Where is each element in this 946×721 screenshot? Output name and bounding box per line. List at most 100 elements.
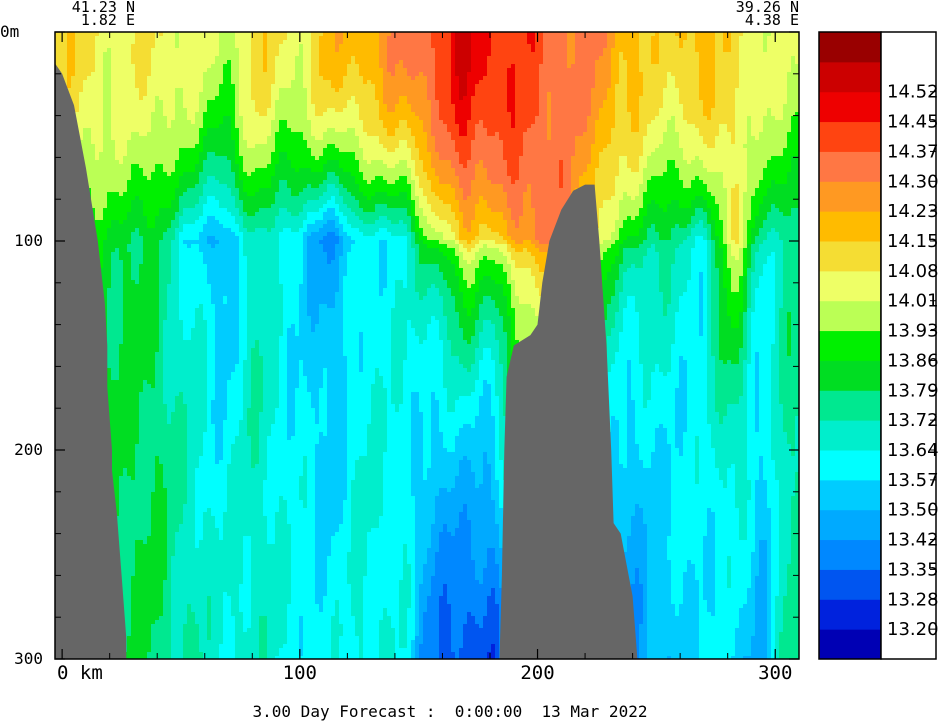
temperature-cell <box>591 100 596 105</box>
temperature-cell <box>431 72 436 77</box>
temperature-cell <box>707 44 712 49</box>
temperature-cell <box>451 48 456 53</box>
temperature-cell <box>159 100 164 105</box>
temperature-cell <box>595 68 600 73</box>
temperature-cell <box>539 96 544 101</box>
temperature-cell <box>339 100 344 105</box>
temperature-cell <box>271 124 276 129</box>
temperature-cell <box>631 108 636 113</box>
temperature-cell <box>767 112 772 117</box>
temperature-cell <box>435 64 440 69</box>
temperature-cell <box>727 92 732 97</box>
temperature-cell <box>523 104 528 109</box>
temperature-cell <box>87 96 92 101</box>
temperature-cell <box>739 132 744 137</box>
temperature-cell <box>491 60 496 65</box>
temperature-cell <box>195 40 200 45</box>
temperature-cell <box>775 48 780 53</box>
temperature-cell <box>103 104 108 109</box>
temperature-cell <box>671 56 676 61</box>
temperature-cell <box>227 116 232 121</box>
temperature-cell <box>779 92 784 97</box>
temperature-cell <box>431 68 436 73</box>
temperature-cell <box>123 48 128 53</box>
temperature-cell <box>463 132 468 137</box>
temperature-cell <box>475 132 480 137</box>
temperature-cell <box>235 136 240 141</box>
temperature-cell <box>363 132 368 137</box>
temperature-cell <box>247 112 252 117</box>
temperature-cell <box>659 124 664 129</box>
temperature-cell <box>223 68 228 73</box>
temperature-cell <box>59 52 64 57</box>
temperature-cell <box>107 128 112 133</box>
temperature-cell <box>95 128 100 133</box>
temperature-cell <box>239 120 244 125</box>
temperature-cell <box>243 104 248 109</box>
temperature-cell <box>375 124 380 129</box>
temperature-cell <box>711 96 716 101</box>
temperature-cell <box>555 88 560 93</box>
temperature-cell <box>427 120 432 125</box>
temperature-cell <box>259 32 264 37</box>
temperature-cell <box>419 128 424 133</box>
temperature-cell <box>303 116 308 121</box>
temperature-cell <box>555 128 560 133</box>
temperature-cell <box>787 104 792 109</box>
temperature-cell <box>187 48 192 53</box>
temperature-cell <box>791 96 796 101</box>
temperature-cell <box>191 88 196 93</box>
temperature-cell <box>371 64 376 69</box>
temperature-cell <box>263 112 268 117</box>
temperature-cell <box>471 108 476 113</box>
temperature-cell <box>347 112 352 117</box>
temperature-cell <box>315 112 320 117</box>
temperature-cell <box>675 120 680 125</box>
temperature-cell <box>639 116 644 121</box>
temperature-cell <box>547 124 552 129</box>
temperature-cell <box>247 56 252 61</box>
temperature-cell <box>159 56 164 61</box>
temperature-cell <box>627 100 632 105</box>
temperature-cell <box>379 124 384 129</box>
temperature-cell <box>207 80 212 85</box>
temperature-cell <box>355 124 360 129</box>
temperature-cell <box>491 124 496 129</box>
temperature-cell <box>111 120 116 125</box>
temperature-cell <box>619 48 624 53</box>
temperature-cell <box>419 104 424 109</box>
temperature-cell <box>403 116 408 121</box>
temperature-cell <box>475 32 480 37</box>
temperature-cell <box>363 32 368 37</box>
temperature-cell <box>351 96 356 101</box>
temperature-cell <box>387 68 392 73</box>
temperature-cell <box>539 80 544 85</box>
temperature-cell <box>479 132 484 137</box>
temperature-cell <box>503 44 508 49</box>
temperature-cell <box>635 128 640 133</box>
temperature-cell <box>223 100 228 105</box>
temperature-cell <box>623 36 628 41</box>
temperature-cell <box>455 136 460 141</box>
temperature-cell <box>415 128 420 133</box>
temperature-cell <box>379 40 384 45</box>
temperature-cell <box>579 128 584 133</box>
temperature-cell <box>527 80 532 85</box>
temperature-cell <box>479 56 484 61</box>
temperature-cell <box>99 100 104 105</box>
temperature-cell <box>327 48 332 53</box>
temperature-cell <box>587 72 592 77</box>
temperature-cell <box>107 104 112 109</box>
temperature-cell <box>507 136 512 141</box>
temperature-cell <box>307 76 312 81</box>
temperature-cell <box>619 128 624 133</box>
temperature-cell <box>299 32 304 37</box>
temperature-cell <box>787 76 792 81</box>
temperature-cell <box>127 80 132 85</box>
temperature-cell <box>743 80 748 85</box>
temperature-cell <box>759 76 764 81</box>
temperature-cell <box>471 92 476 97</box>
temperature-cell <box>523 80 528 85</box>
temperature-cell <box>107 112 112 117</box>
temperature-cell <box>535 56 540 61</box>
